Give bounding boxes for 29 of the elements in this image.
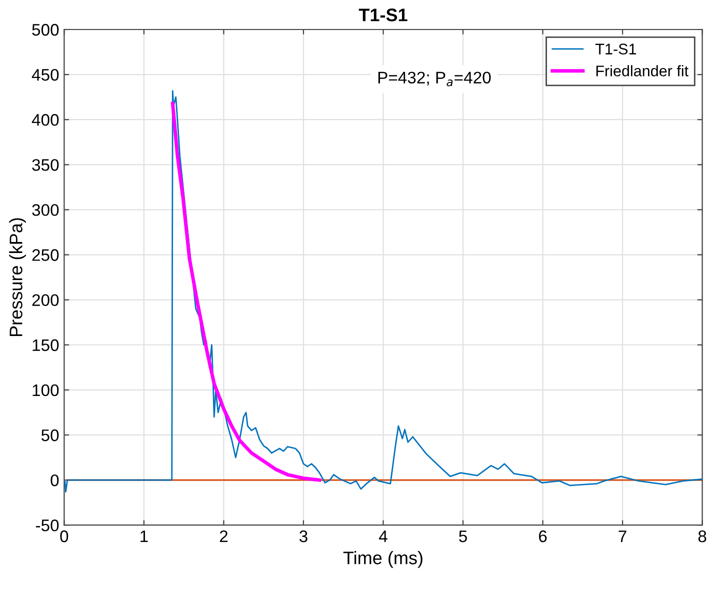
y-tick-label: 200 — [32, 294, 59, 306]
y-tick-label: -50 — [36, 520, 59, 532]
y-tick-label: 0 — [50, 474, 59, 486]
line-series — [64, 90, 702, 492]
y-axis-title: Pressure (kPa) — [9, 218, 26, 336]
x-axis-title: Time (ms) — [343, 551, 422, 568]
x-tick-label: 8 — [698, 530, 706, 542]
y-tick-label: 50 — [41, 429, 59, 442]
y-tick-label: 250 — [32, 249, 59, 261]
legend-label: T1-S1 — [596, 44, 636, 54]
line-series — [170, 102, 322, 482]
y-tick-label: 100 — [32, 384, 59, 396]
x-tick-label: 0 — [60, 530, 68, 542]
x-tick-label: 4 — [378, 530, 388, 542]
y-tick-label: 300 — [32, 204, 59, 216]
x-tick-label: 5 — [459, 530, 467, 542]
legend-label: Friedlander fit — [596, 65, 688, 76]
chart-title: T1-S1 — [358, 8, 408, 22]
y-tick-label: 400 — [32, 114, 59, 126]
x-tick-label: 2 — [220, 530, 228, 542]
y-tick-label: 450 — [32, 68, 59, 81]
y-tick-label: 500 — [32, 24, 59, 36]
x-tick-label: 7 — [618, 530, 626, 542]
y-tick-label: 350 — [32, 159, 59, 171]
x-tick-label: 3 — [299, 530, 308, 542]
annotation: P=432; P$_{a}$=420 — [378, 72, 491, 86]
x-tick-label: 6 — [538, 530, 547, 542]
x-tick-label: 1 — [140, 530, 148, 542]
y-tick-label: 150 — [32, 339, 59, 352]
